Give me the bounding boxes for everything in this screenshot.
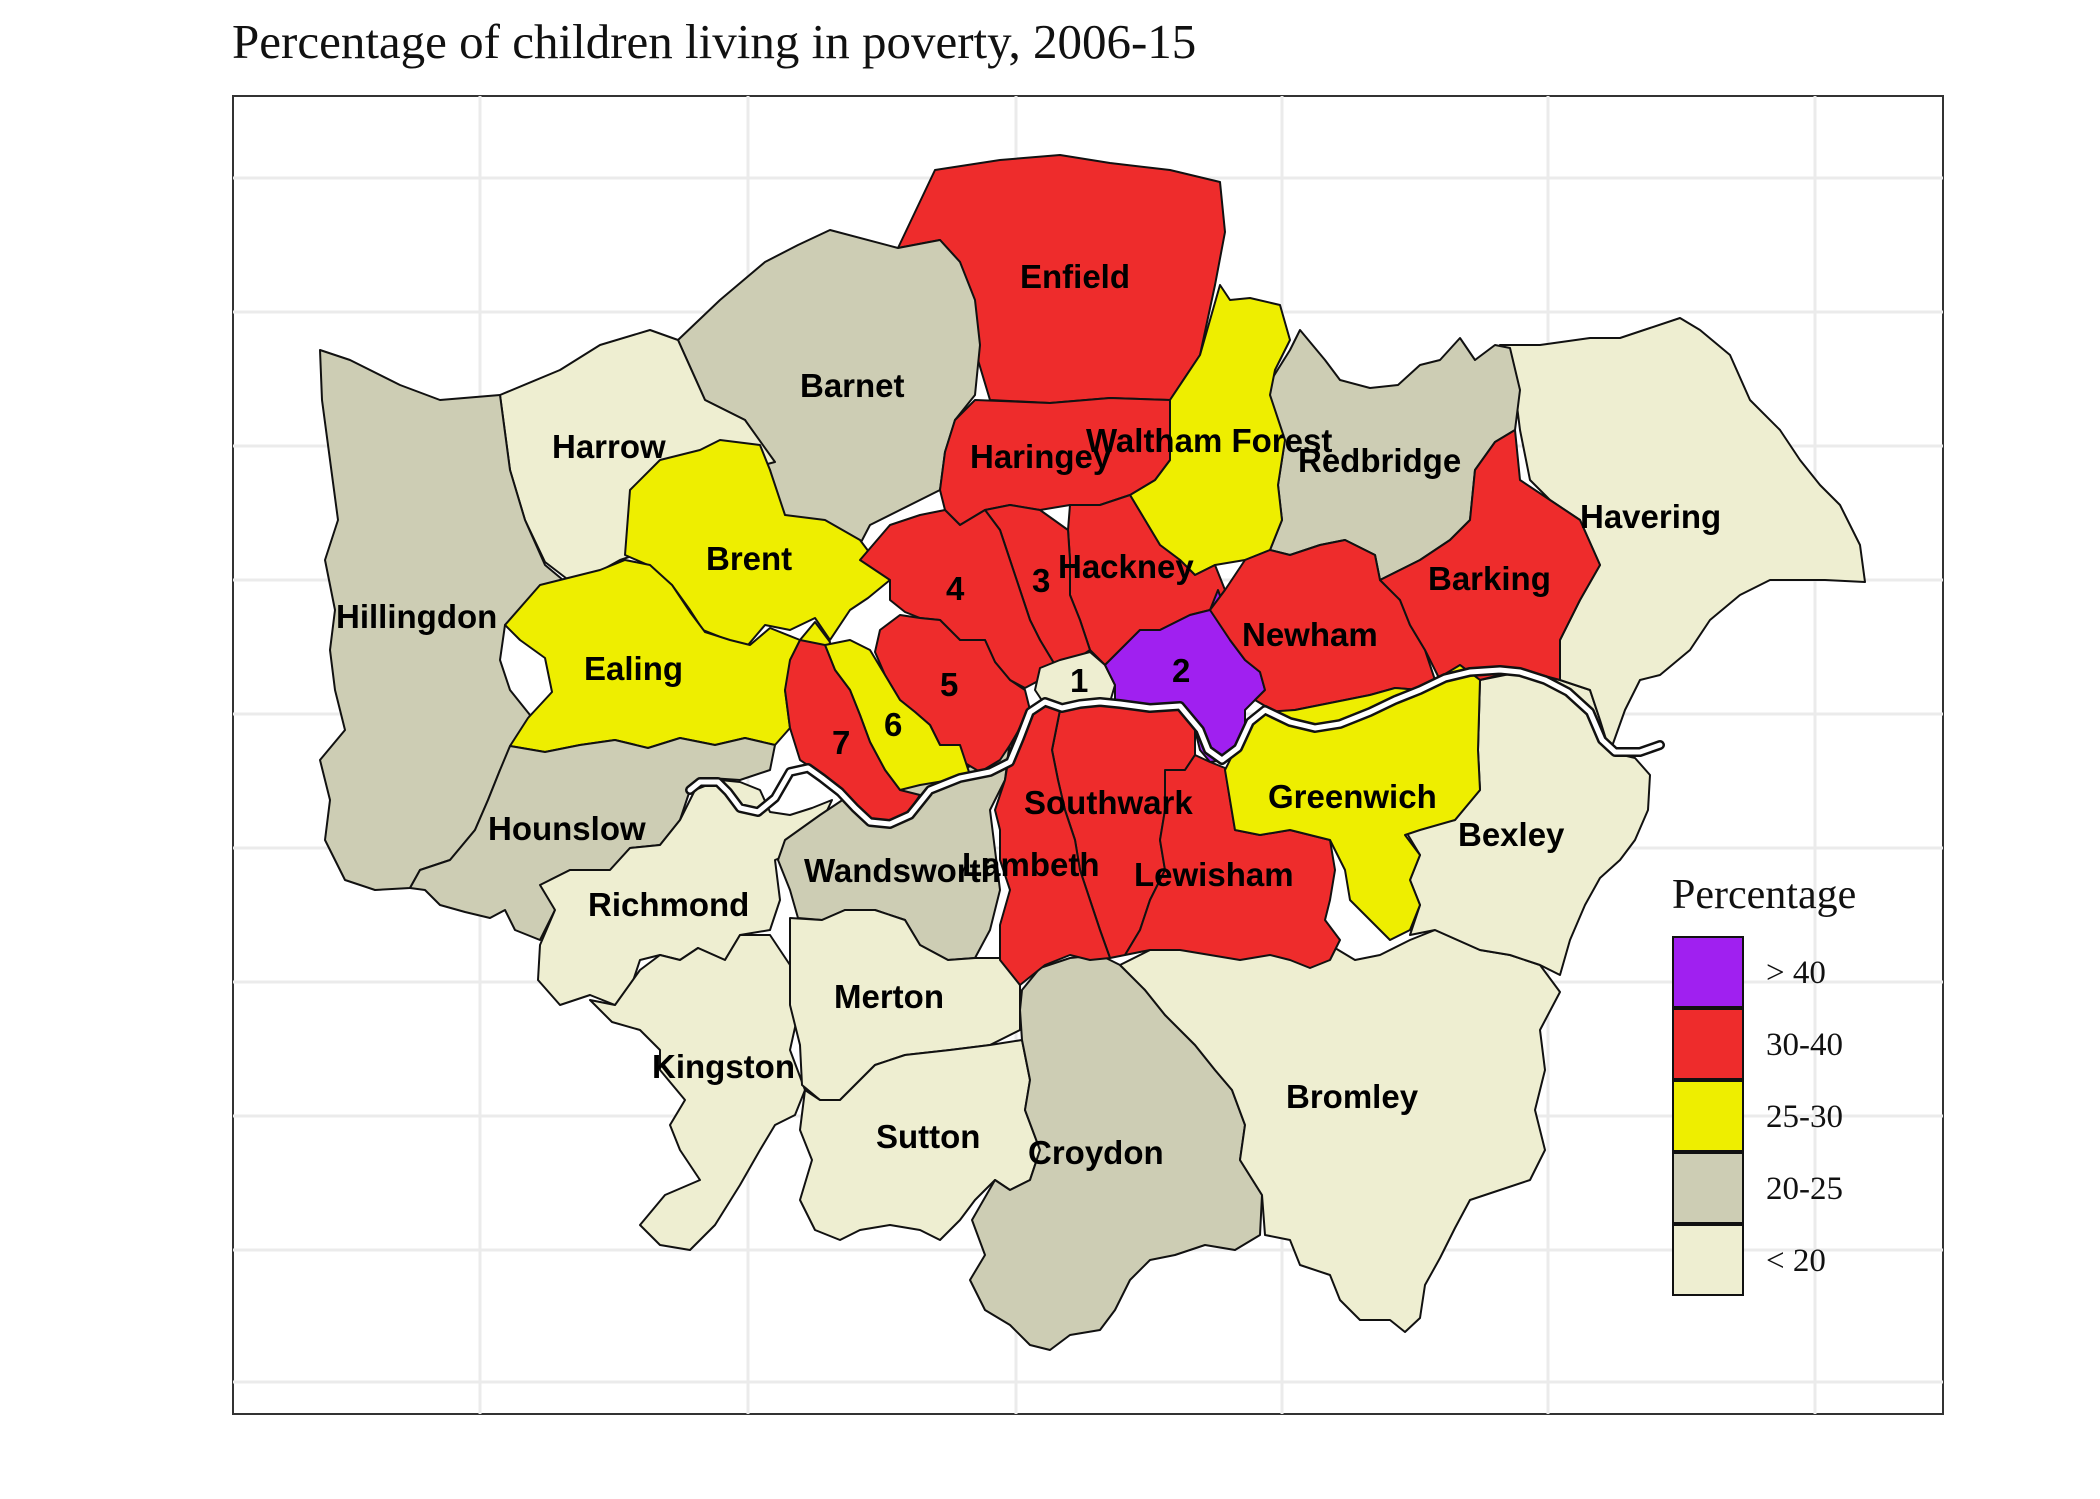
label-barnet: Barnet	[800, 367, 905, 404]
label-harrow: Harrow	[552, 428, 666, 465]
label-6: 6	[884, 706, 902, 743]
label-havering: Havering	[1580, 498, 1721, 535]
label-ealing: Ealing	[584, 650, 683, 687]
label-enfield: Enfield	[1020, 258, 1130, 295]
label-7: 7	[832, 724, 850, 761]
label-hillingdon: Hillingdon	[336, 598, 497, 635]
legend-swatch-gt40	[1672, 936, 1744, 1008]
legend-label-gt40: > 40	[1766, 955, 1826, 991]
label-1: 1	[1070, 662, 1088, 699]
borough-bromley	[1119, 929, 1561, 1333]
borough-barking	[1379, 429, 1601, 681]
label-hackney: Hackney	[1058, 548, 1194, 585]
label-merton: Merton	[834, 978, 944, 1015]
label-wandsworth: Wandsworth	[804, 852, 1001, 889]
legend-swatch-20-25	[1672, 1152, 1744, 1224]
legend-title: Percentage	[1672, 872, 1856, 918]
map-title: Percentage of children living in poverty…	[232, 14, 1196, 69]
label-5: 5	[940, 666, 958, 703]
label-waltham-forest: Waltham Forest	[1086, 422, 1332, 459]
legend-label-lt20: < 20	[1766, 1243, 1826, 1279]
label-southwark: Southwark	[1024, 784, 1193, 821]
legend-swatch-lt20	[1672, 1224, 1744, 1296]
label-sutton: Sutton	[876, 1118, 980, 1155]
label-2: 2	[1172, 652, 1190, 689]
label-haringey: Haringey	[970, 438, 1112, 475]
label-bromley: Bromley	[1286, 1078, 1419, 1115]
label-bexley: Bexley	[1458, 816, 1565, 853]
label-richmond: Richmond	[588, 886, 749, 923]
borough-greenwich	[1224, 664, 1481, 941]
label-barking: Barking	[1428, 560, 1551, 597]
label-greenwich: Greenwich	[1268, 778, 1437, 815]
label-croydon: Croydon	[1028, 1134, 1164, 1171]
river-thames-inner	[687, 667, 1663, 827]
label-newham: Newham	[1242, 616, 1378, 653]
label-lewisham: Lewisham	[1134, 856, 1294, 893]
legend: Percentage > 40 30-40 25-30 20-25 < 20	[1672, 872, 1856, 1296]
label-kingston: Kingston	[652, 1048, 795, 1085]
borough-labels: Enfield Barnet Harrow Hillingdon Brent E…	[336, 258, 1721, 1171]
boroughs	[319, 154, 1866, 1351]
label-hounslow: Hounslow	[488, 810, 646, 847]
legend-label-20-25: 20-25	[1766, 1171, 1843, 1207]
legend-swatch-30-40	[1672, 1008, 1744, 1080]
borough-lambeth	[994, 704, 1111, 986]
label-lambeth: Lambeth	[962, 846, 1100, 883]
borough-richmond	[537, 779, 833, 1006]
legend-label-30-40: 30-40	[1766, 1027, 1843, 1063]
borough-haringey	[939, 397, 1171, 526]
label-redbridge: Redbridge	[1298, 442, 1461, 479]
label-brent: Brent	[706, 540, 792, 577]
label-4: 4	[946, 570, 965, 607]
borough-kingston	[589, 934, 806, 1251]
legend-swatch-25-30	[1672, 1080, 1744, 1152]
legend-label-25-30: 25-30	[1766, 1099, 1843, 1135]
label-3: 3	[1032, 562, 1050, 599]
